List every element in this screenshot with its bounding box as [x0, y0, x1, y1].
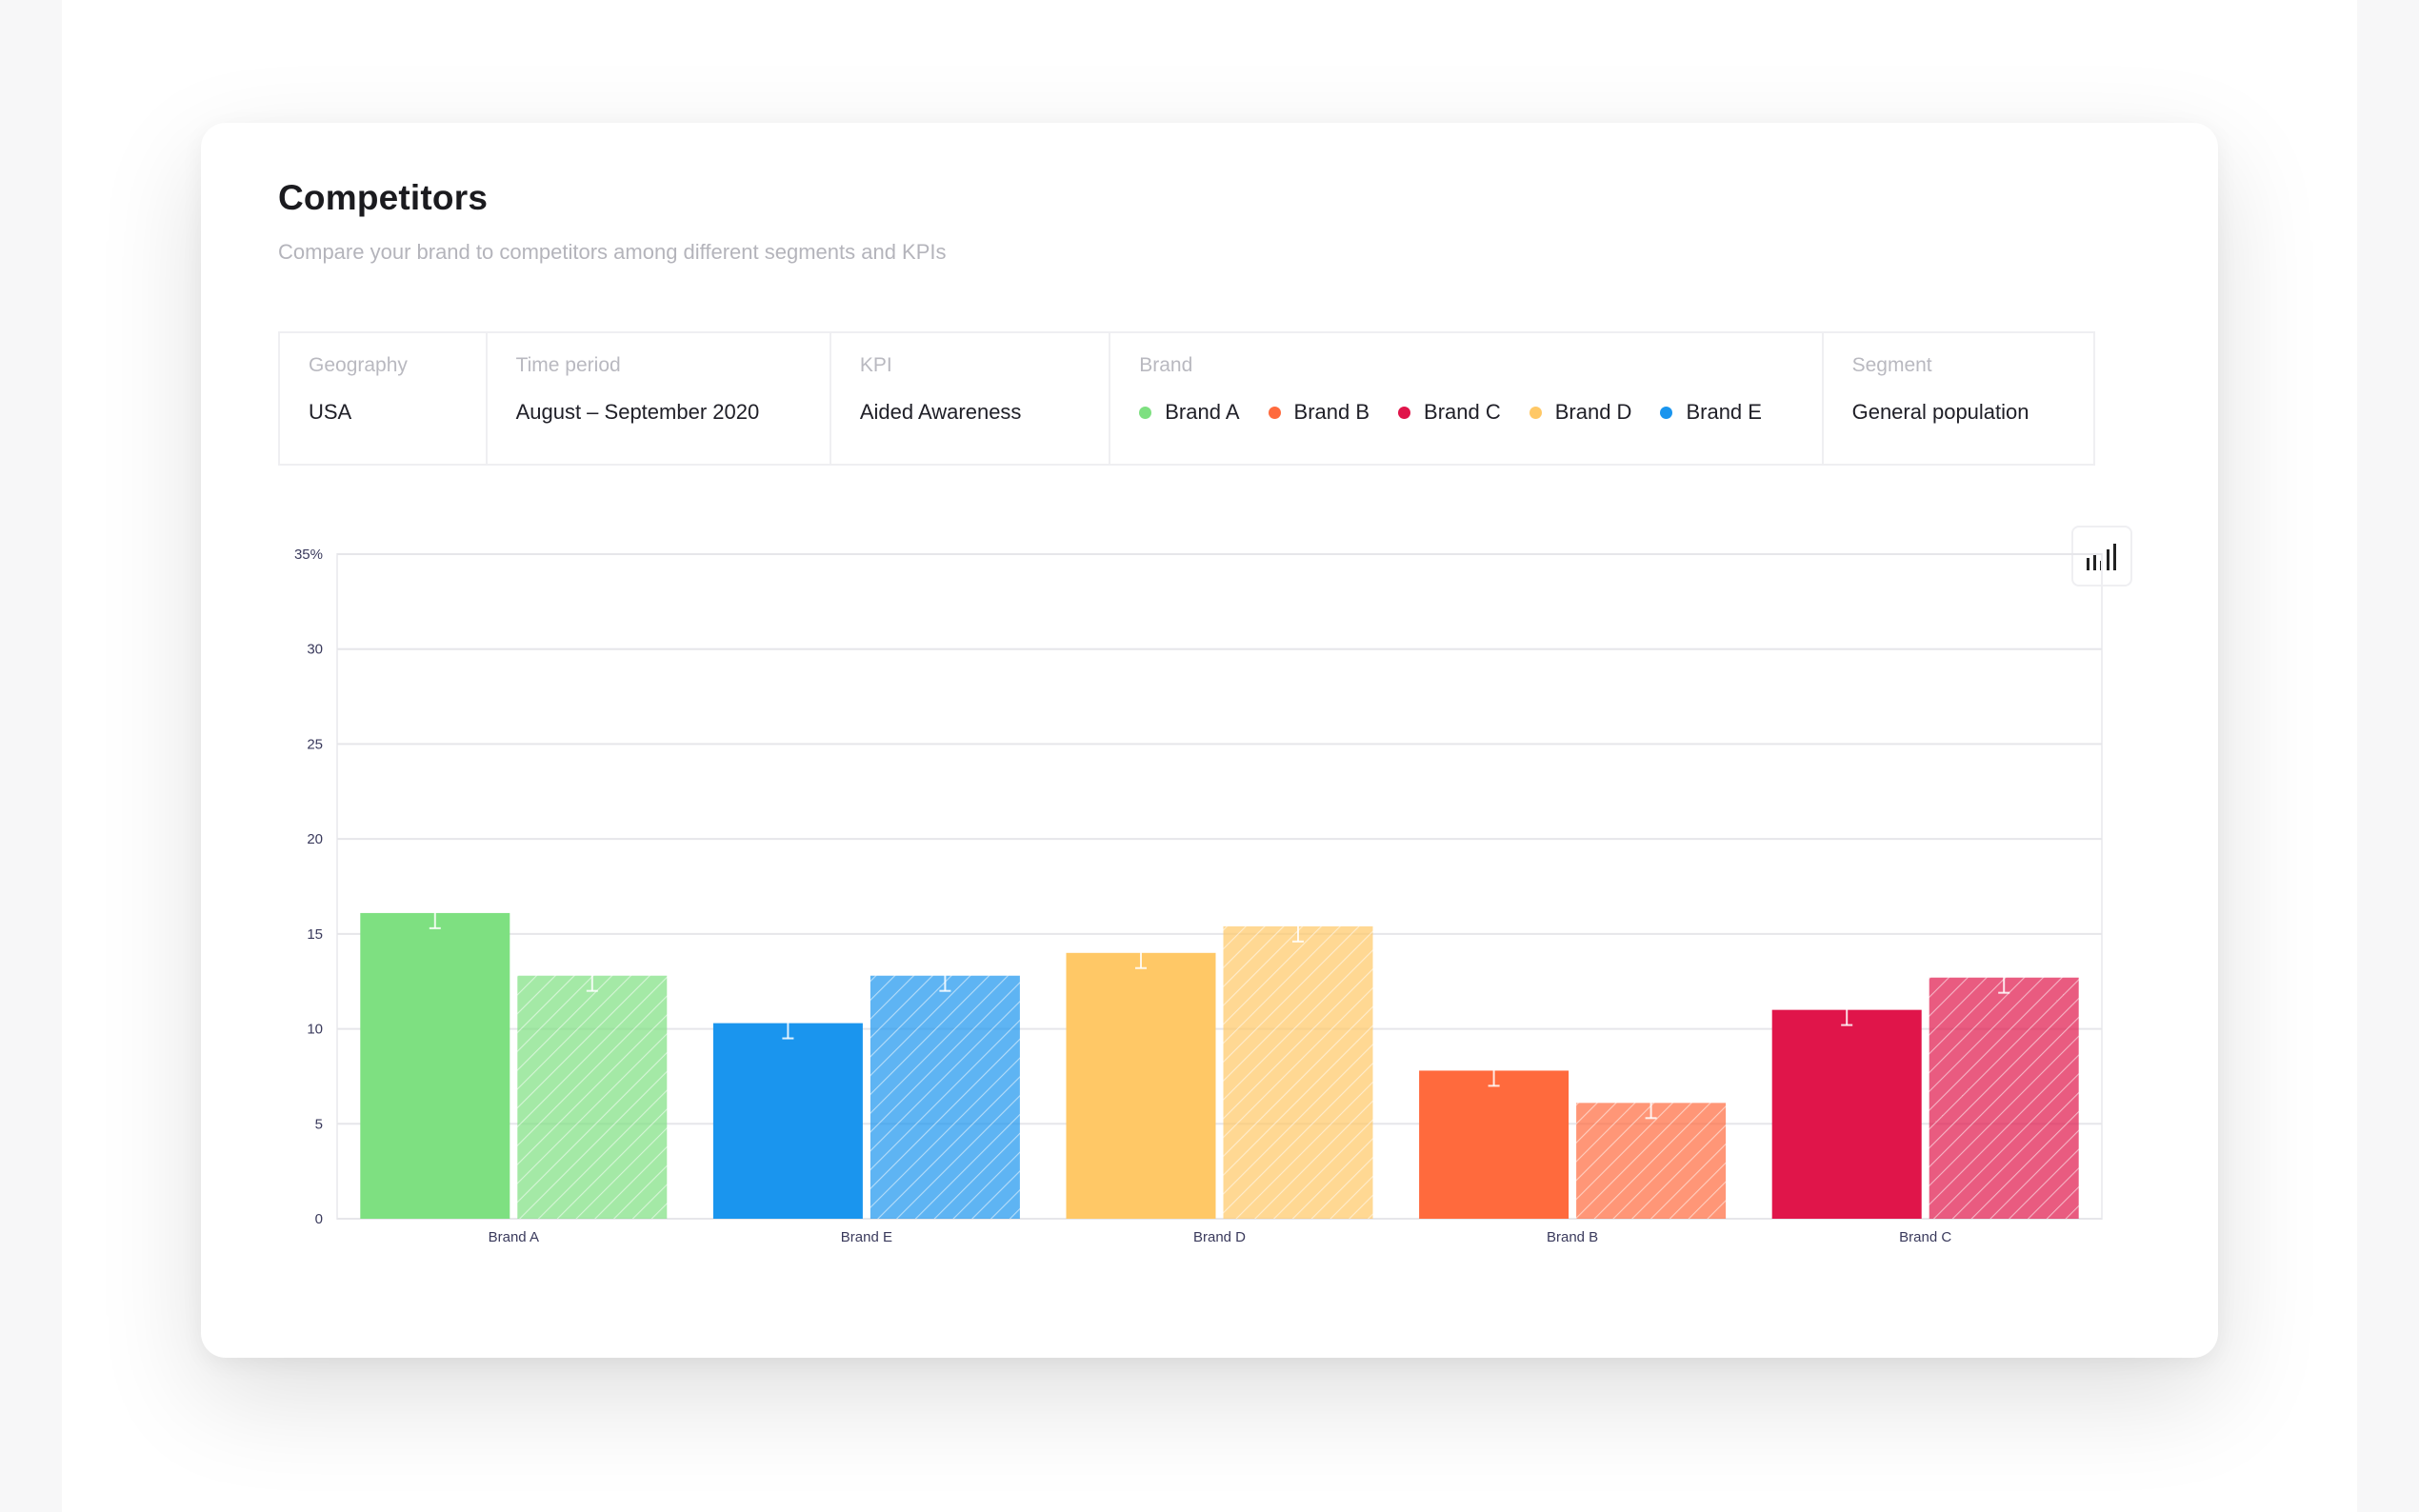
bar[interactable]: [1929, 977, 2079, 1219]
error-bar: [1645, 1086, 1657, 1120]
page-title: Competitors: [278, 178, 489, 217]
chart-bars: [360, 896, 2079, 1219]
filter-segment-value: General population: [1851, 400, 2029, 424]
y-tick-label: 0: [315, 1211, 323, 1227]
brand-item-label: Brand E: [1686, 400, 1762, 424]
brand-legend: Brand A Brand B Brand C Brand D Brand E: [1139, 400, 1821, 425]
x-tick-label: Brand C: [1899, 1229, 1951, 1245]
x-tick-label: Brand A: [489, 1229, 539, 1245]
y-tick-label: 5: [315, 1116, 323, 1132]
bar[interactable]: [1066, 952, 1216, 1219]
filter-time-period-label: Time period: [515, 354, 621, 376]
brand-d-dot-icon: [1529, 406, 1542, 419]
brand-item-label: Brand D: [1554, 400, 1632, 424]
error-bar: [586, 959, 598, 992]
filter-kpi[interactable]: KPI Aided Awareness: [831, 333, 1111, 464]
error-bar: [1841, 993, 1853, 1026]
brand-item-label: Brand C: [1424, 400, 1501, 424]
y-tick-label: 30: [307, 642, 323, 658]
error-bar: [1998, 961, 2010, 994]
bar[interactable]: [712, 1023, 863, 1219]
y-axis: 0 5 10 15 20 25 30 35%: [294, 547, 323, 1227]
bar[interactable]: [1223, 925, 1373, 1219]
filter-geography-value: USA: [309, 400, 352, 424]
bar[interactable]: [1576, 1103, 1727, 1219]
competitors-card: Competitors Compare your brand to compet…: [201, 123, 2218, 1358]
brand-item-label: Brand A: [1165, 400, 1240, 424]
x-axis: Brand A Brand E Brand D Brand B Brand C: [489, 1229, 1952, 1245]
brand-c-dot-icon: [1398, 406, 1411, 419]
filter-brand-label: Brand: [1139, 354, 1193, 376]
y-tick-label: 15: [307, 926, 323, 943]
page-subtitle: Compare your brand to competitors among …: [278, 240, 947, 264]
error-bar: [782, 1006, 794, 1040]
error-bar: [1135, 936, 1147, 969]
brand-item-d[interactable]: Brand D: [1529, 400, 1632, 425]
filter-geography-label: Geography: [309, 354, 408, 376]
brand-item-label: Brand B: [1293, 400, 1370, 424]
x-tick-label: Brand B: [1547, 1229, 1598, 1245]
brand-item-b[interactable]: Brand B: [1268, 400, 1370, 425]
y-tick-label: 35%: [294, 547, 323, 563]
error-bar: [429, 896, 441, 929]
brand-e-dot-icon: [1660, 406, 1673, 419]
brand-b-dot-icon: [1268, 406, 1281, 419]
bar[interactable]: [360, 912, 510, 1219]
filter-segment-label: Segment: [1851, 354, 1932, 376]
x-tick-label: Brand D: [1193, 1229, 1246, 1245]
filter-kpi-value: Aided Awareness: [859, 400, 1022, 424]
bar[interactable]: [1771, 1009, 1922, 1219]
brand-a-dot-icon: [1139, 406, 1152, 419]
y-tick-label: 10: [307, 1022, 323, 1038]
filter-segment[interactable]: Segment General population: [1824, 333, 2093, 464]
error-bar: [939, 959, 951, 992]
bar[interactable]: [870, 975, 1020, 1219]
filter-kpi-label: KPI: [859, 354, 892, 376]
filter-brand[interactable]: Brand Brand A Brand B Brand C Brand D: [1110, 333, 1824, 464]
error-bar: [1292, 909, 1304, 943]
filter-time-period[interactable]: Time period August – September 2020: [488, 333, 831, 464]
bar[interactable]: [1419, 1070, 1569, 1219]
y-tick-label: 20: [307, 831, 323, 847]
filter-bar: Geography USA Time period August – Septe…: [278, 331, 2095, 466]
filter-time-period-value: August – September 2020: [515, 400, 760, 424]
filter-geography[interactable]: Geography USA: [280, 333, 488, 464]
x-tick-label: Brand E: [841, 1229, 892, 1245]
brand-item-a[interactable]: Brand A: [1139, 400, 1240, 425]
y-tick-label: 25: [307, 736, 323, 752]
brand-item-e[interactable]: Brand E: [1660, 400, 1762, 425]
bar[interactable]: [517, 975, 668, 1219]
brand-item-c[interactable]: Brand C: [1398, 400, 1501, 425]
error-bar: [1488, 1054, 1500, 1087]
